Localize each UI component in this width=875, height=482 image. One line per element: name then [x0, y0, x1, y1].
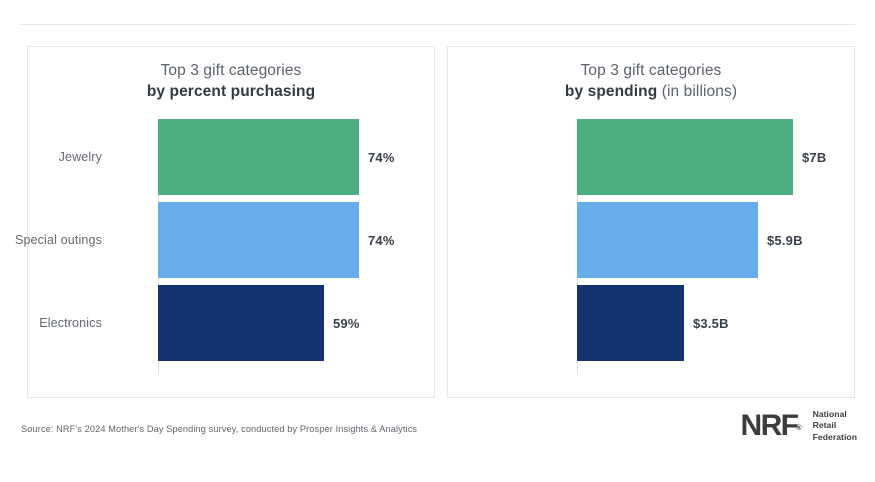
bar-value-special-outings: $5.9B	[767, 232, 803, 248]
nrf-name-line2: Retail	[812, 420, 837, 431]
nrf-wordmark: NRF®	[741, 411, 806, 441]
plot-area-spending: Jewelry $7B Special outings $5.9B Electr…	[15, 115, 854, 387]
bar-label-special-outings: Special outings	[14, 233, 102, 247]
bar-label-electronics: Electronics	[39, 316, 102, 330]
bar-row: Jewelry $7B	[59, 119, 854, 195]
registered-trademark-icon: ®	[796, 425, 802, 432]
bar-special-outings	[158, 285, 324, 361]
bar-greeting-cards	[158, 202, 359, 278]
nrf-name-line3: Federation	[812, 431, 857, 442]
nrf-logo: NRF® National Retail Federation	[741, 409, 857, 443]
nrf-wordmark-text: NRF	[740, 409, 799, 442]
bar-row: Flowers 74%	[28, 119, 434, 195]
chart-title-emphasis: by percent purchasing	[146, 83, 316, 101]
chart-title-line1: Top 3 gift categories	[580, 62, 722, 79]
bar-jewelry	[577, 119, 793, 195]
chart-title-emphasis: by spending	[564, 83, 658, 101]
bar-value-special-outings: 59%	[333, 315, 360, 331]
chart-title-suffix: (in billions)	[657, 83, 738, 101]
bar-electronics	[577, 285, 684, 361]
charts-row: Top 3 gift categories by percent purchas…	[15, 46, 855, 398]
bar-special-outings	[577, 202, 758, 278]
bar-value-greeting-cards: 74%	[368, 232, 395, 248]
bar-value-jewelry: $7B	[802, 149, 827, 165]
nrf-full-name: National Retail Federation	[813, 409, 857, 443]
chart-title-percent-purchasing: Top 3 gift categories by percent purchas…	[28, 60, 434, 103]
chart-title-line2: by percent purchasing	[28, 81, 434, 102]
source-note: Source: NRF's 2024 Mother's Day Spending…	[21, 424, 418, 434]
nrf-name-line1: National	[812, 408, 847, 419]
bar-value-electronics: $3.5B	[693, 315, 729, 331]
bar-value-flowers: 74%	[368, 149, 395, 165]
chart-title-line1: Top 3 gift categories	[160, 62, 302, 79]
bar-flowers	[158, 119, 359, 195]
bar-row: Electronics $3.5B	[39, 285, 854, 361]
bar-row: Special outings $5.9B	[15, 202, 854, 278]
chart-title-line2: by spending (in billions)	[448, 81, 854, 102]
plot-area-percent-purchasing: Flowers 74% Greeting cards 74% Special o…	[28, 115, 434, 387]
bar-row: Greeting cards 74%	[28, 202, 434, 278]
chart-title-spending: Top 3 gift categories by spending (in bi…	[448, 60, 854, 103]
chart-panel-percent-purchasing: Top 3 gift categories by percent purchas…	[27, 46, 435, 398]
bar-label-jewelry: Jewelry	[58, 150, 102, 164]
header-divider	[20, 24, 855, 25]
chart-panel-spending: Top 3 gift categories by spending (in bi…	[15, 46, 855, 398]
bar-row: Special outings 59%	[28, 285, 434, 361]
